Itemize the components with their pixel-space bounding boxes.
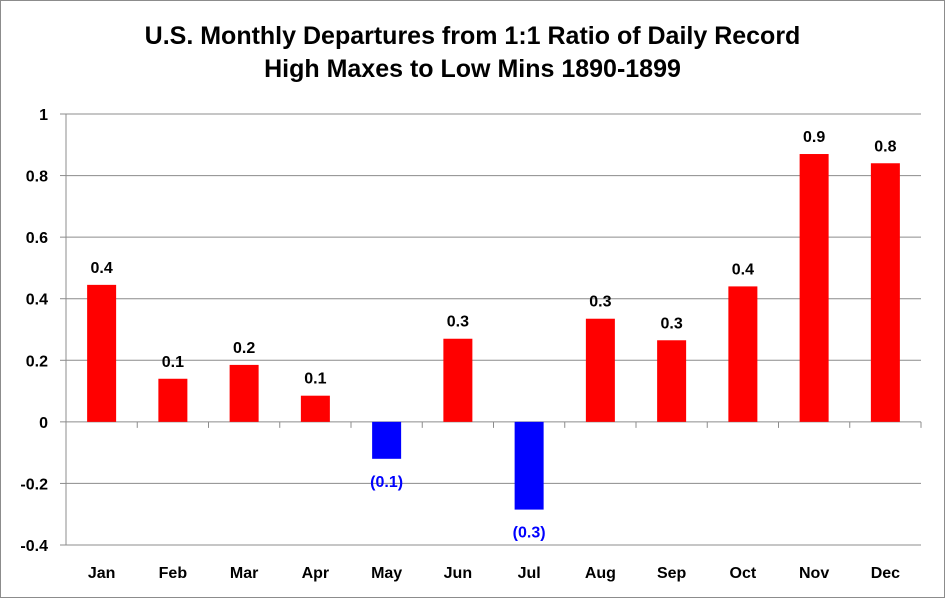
y-tick-label: -0.4 [20,538,48,555]
y-tick-label: 0.6 [26,230,48,247]
data-label: 0.3 [447,314,469,331]
chart-title-line-2: High Maxes to Low Mins 1890-1899 [264,55,681,83]
x-tick-label: Sep [657,565,687,582]
y-tick-label: 1 [39,107,48,124]
x-tick-label: Jul [518,565,541,582]
x-tick-label: Oct [730,565,757,582]
x-tick-label: Aug [585,565,616,582]
y-tick-label: 0.8 [26,169,48,186]
data-label: (0.3) [513,525,546,542]
bar [229,364,259,422]
bar [87,284,117,422]
data-label: 0.8 [874,138,896,155]
chart-title-line-1: U.S. Monthly Departures from 1:1 Ratio o… [144,22,801,50]
bar [300,395,330,422]
data-label: 0.1 [304,371,326,388]
data-label: 0.9 [803,129,825,146]
data-label: 0.4 [732,261,754,278]
x-tick-label: Nov [799,565,829,582]
chart-title: U.S. Monthly Departures from 1:1 Ratio o… [0,20,945,86]
y-tick-label: -0.2 [20,476,48,493]
y-tick-label: 0.2 [26,353,48,370]
bar [372,421,402,459]
bar [799,154,829,422]
data-label: (0.1) [370,474,403,491]
data-label: 0.2 [233,340,255,357]
bar [585,318,615,422]
x-tick-label: Jun [444,565,472,582]
data-label: 0.1 [162,354,184,371]
x-tick-label: Mar [230,565,258,582]
bar [514,421,544,510]
x-tick-label: Feb [159,565,188,582]
x-tick-label: Apr [302,565,330,582]
data-label: 0.4 [91,260,113,277]
bar [158,378,188,422]
data-label: 0.3 [589,294,611,311]
bar [870,163,900,422]
y-tick-label: 0 [39,415,48,432]
x-tick-label: Dec [871,565,900,582]
x-tick-label: Jan [88,565,116,582]
y-tick-label: 0.4 [26,292,48,309]
x-tick-label: May [371,565,402,582]
bar [443,338,473,422]
bar [657,340,687,422]
data-label: 0.3 [661,315,683,332]
bar [728,286,758,422]
